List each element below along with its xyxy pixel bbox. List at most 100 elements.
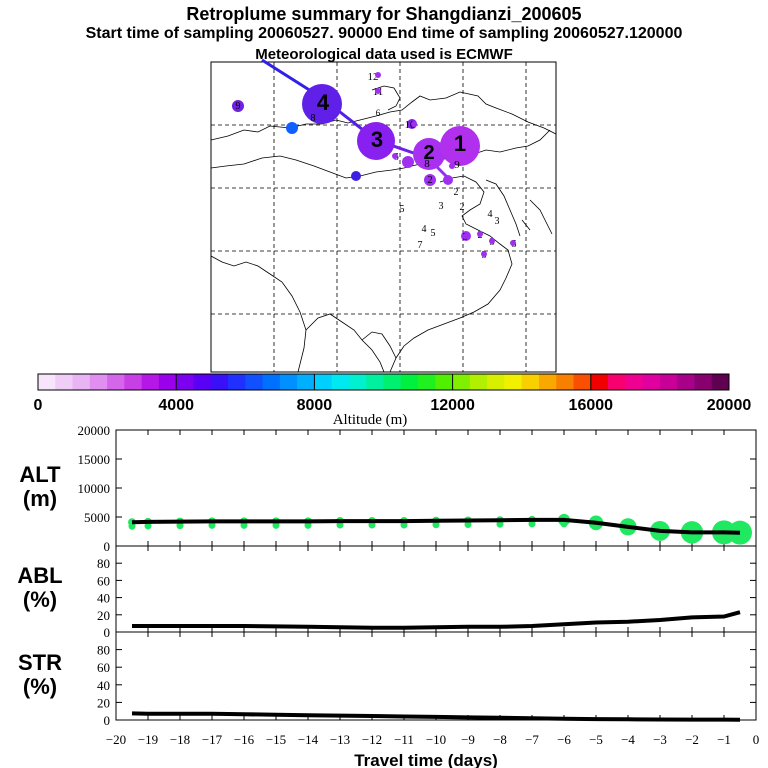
map-tracer-number: 8 [424,158,430,170]
x-tick-label: −17 [202,732,223,747]
altitude-dot [304,521,312,529]
colorbar-swatch [504,374,523,390]
colorbar-swatch [452,374,471,390]
altitude-dot [688,532,696,540]
colorbar-tick-label: 16000 [569,397,614,414]
y-axis-label: STR [18,650,62,675]
map-coastlines [210,85,557,373]
x-tick-label: −11 [394,732,414,747]
colorbar-swatch [279,374,298,390]
colorbar-swatch [521,374,540,390]
colorbar-swatch [141,374,160,390]
x-tick-label: −18 [170,732,190,747]
colorbar-label: Altitude (m) [333,412,408,428]
altitude-dot [736,533,744,541]
altitude-dot [272,521,280,529]
map-tracer-number: 5 [400,204,405,215]
plume-label-2: 2 [423,142,435,164]
x-tick-label: −20 [106,732,126,747]
colorbar-tick-label: 12000 [430,397,475,414]
altitude-dot [656,531,664,539]
y-tick-label: 0 [104,625,111,640]
altitude-dot [368,521,376,529]
x-tick-label: −10 [426,732,446,747]
map-tracer-dot [510,240,516,246]
x-tick-label: −19 [138,732,158,747]
y-tick-label: 40 [97,678,110,693]
colorbar-swatch [38,374,56,390]
colorbar-swatch [348,374,367,390]
map-tracer-number: 3 [439,201,444,212]
colorbar-swatch [158,374,177,390]
x-tick-label: −3 [653,732,667,747]
map-tracer-number: 4 [422,224,427,235]
map-tracer-number: 4 [488,209,493,220]
chart-title: Retroplume summary for Shangdianzi_20060… [186,4,582,24]
map-tracer-number: 2 [427,174,433,186]
y-axis-label: (%) [23,674,57,699]
map-tracer-number: 12 [368,71,379,83]
y-tick-label: 80 [97,556,110,571]
map-tracer-number: 5 [431,228,436,239]
colorbar-swatch [694,374,713,390]
colorbar-tick-label: 0 [34,397,43,414]
map-tracer-number: 2 [454,187,459,198]
colorbar-swatch [314,374,333,390]
x-tick-label: −14 [298,732,319,747]
map-tracer-dot [463,233,469,239]
altitude-dot [464,520,472,528]
plume-label-3: 3 [370,127,384,152]
altitude-dot [496,520,504,528]
map-tracer-dot [411,121,417,127]
altitude-dot [720,532,728,540]
colorbar-swatch [608,374,626,390]
colorbar-swatch [590,374,609,390]
y-tick-label: 20 [97,695,110,710]
colorbar-swatch [193,374,212,390]
x-tick-label: −13 [330,732,350,747]
colorbar-swatch [711,374,730,390]
colorbar-swatch [107,374,125,390]
colorbar-swatch [72,374,91,390]
altitude-dot [560,520,568,528]
colorbar-tick-label: 8000 [297,397,333,414]
x-tick-label: −8 [493,732,507,747]
colorbar-swatch [245,374,264,390]
altitude-dot [432,521,440,529]
altitude-dot [128,522,136,530]
colorbar-swatch [366,374,384,390]
colorbar-swatch [659,374,678,390]
altitude-dot [592,523,600,531]
colorbar-swatch [556,374,575,390]
colorbar-swatch [331,374,350,390]
colorbar-swatch [642,374,661,390]
x-tick-label: 0 [753,732,760,747]
colorbar-tick-label: 20000 [707,397,752,414]
colorbar-swatch [677,374,695,390]
met-data-note: Meteorological data used is ECMWF [255,46,513,63]
y-tick-label: 5000 [84,510,110,525]
map-tracer-number: 6 [376,108,381,118]
altitude-dot [240,521,248,529]
colorbar-swatch [383,374,402,390]
y-tick-label: 80 [97,643,110,658]
panel-frame [115,631,757,721]
x-tick-label: −1 [717,732,731,747]
altitude-dot [208,521,216,529]
y-tick-label: 60 [97,573,110,588]
map-graticule [211,62,556,372]
map-tracer-number: 10 [405,119,417,131]
x-tick-label: −5 [589,732,603,747]
map-tracer-number: 2 [460,202,465,213]
series-line [131,711,741,722]
colorbar-tick-label: 4000 [158,397,194,414]
x-tick-label: −16 [234,732,255,747]
altitude-dot [400,521,408,529]
y-axis-label: (m) [23,486,57,511]
colorbar-swatch [487,374,505,390]
map-plume-circles [232,84,480,241]
y-tick-label: 0 [104,713,111,728]
x-tick-label: −9 [461,732,475,747]
y-tick-label: 20000 [78,423,111,438]
